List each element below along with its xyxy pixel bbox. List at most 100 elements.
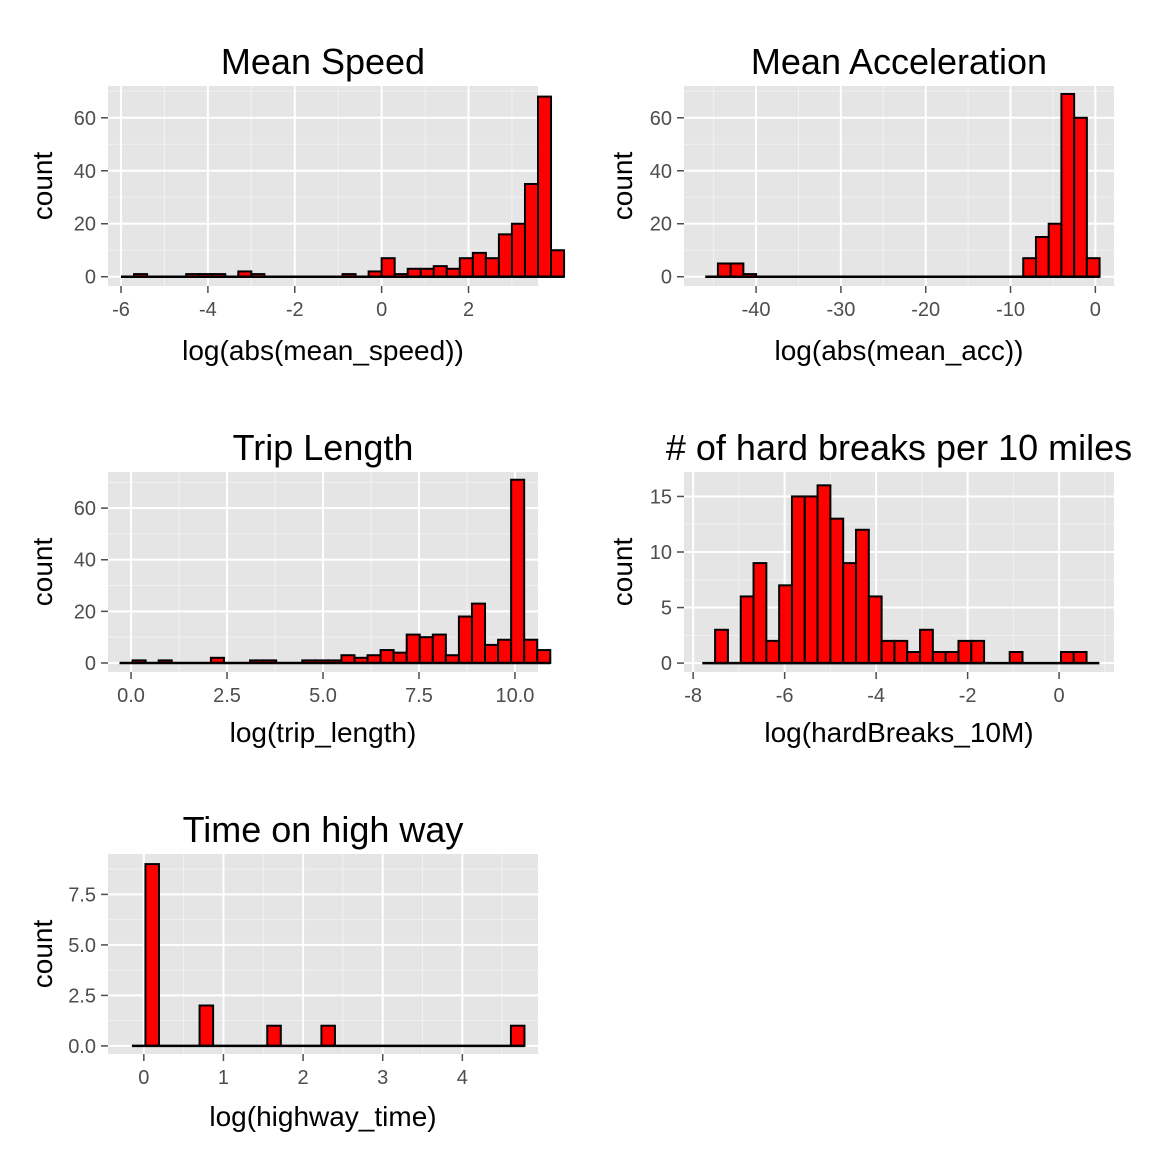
histogram-bar — [1073, 116, 1088, 278]
histogram-bar — [484, 257, 500, 278]
histogram-bar — [1008, 651, 1024, 665]
x-axis-label: log(highway_time) — [209, 1101, 436, 1132]
x-tick-label: 0 — [1090, 299, 1101, 321]
histogram-bar — [739, 595, 755, 665]
y-tick-label: 0.0 — [68, 1036, 96, 1058]
y-axis-label: count — [607, 152, 638, 221]
histogram-bar — [432, 265, 448, 278]
y-tick-label: 0 — [85, 653, 96, 675]
histogram-bar — [729, 262, 745, 278]
histogram-bar — [320, 1024, 336, 1047]
histogram-bar — [1047, 222, 1063, 278]
y-tick-label: 60 — [74, 108, 96, 130]
y-tick-label: 40 — [74, 161, 96, 183]
histogram-bar — [457, 615, 473, 664]
histogram-bar — [714, 628, 729, 665]
y-tick-label: 5.0 — [68, 935, 96, 957]
histogram-bar — [550, 249, 566, 278]
y-axis-label: count — [607, 538, 638, 607]
histogram-panel-4: -8 -6 -4 -2 0 0 5 10 15 # of hard breaks per 10 m… — [607, 427, 1132, 748]
histogram-bar — [970, 639, 986, 665]
histogram-panel-3: 0.0 2.5 5.0 7.5 10.0 0 20 40 60 Trip Length log(tr… — [27, 427, 552, 748]
histogram-bar — [816, 484, 832, 665]
y-tick-label: 7.5 — [68, 884, 96, 906]
histogram-bar — [880, 639, 896, 665]
histogram-bar — [790, 495, 806, 665]
panel-title: # of hard breaks per 10 miles — [666, 427, 1132, 468]
y-axis-label: count — [27, 538, 58, 607]
y-tick-label: 20 — [650, 214, 672, 236]
x-tick-label: -4 — [199, 299, 217, 321]
x-axis-label: log(abs(mean_acc)) — [775, 335, 1024, 366]
histogram-bar — [497, 638, 513, 664]
panel-title: Mean Acceleration — [751, 41, 1047, 82]
y-tick-label: 60 — [650, 108, 672, 130]
x-tick-label: -6 — [112, 299, 130, 321]
histogram-bar — [842, 562, 857, 665]
histogram-panel-2: -40 -30 -20 -10 0 0 20 40 60 Mean Acceleration log… — [607, 41, 1114, 366]
histogram-bar — [470, 602, 487, 664]
x-tick-label: 0 — [1054, 685, 1065, 707]
histogram-bar — [379, 649, 395, 664]
y-tick-label: 40 — [74, 550, 96, 572]
histogram-bar — [957, 639, 973, 665]
histogram-bar — [510, 222, 526, 278]
histogram-bar — [1072, 651, 1088, 665]
histogram-bar — [1059, 651, 1075, 665]
x-axis-label: log(abs(mean_speed)) — [182, 335, 464, 366]
y-tick-label: 0 — [661, 267, 672, 289]
x-axis-label: log(hardBreaks_10M) — [764, 717, 1033, 748]
histogram-bar — [380, 257, 396, 278]
histogram-bar — [418, 636, 434, 664]
y-tick-label: 40 — [650, 161, 672, 183]
y-tick-label: 2.5 — [68, 985, 96, 1007]
x-tick-label: 7.5 — [405, 685, 433, 707]
histogram-bar — [906, 651, 922, 665]
histogram-bar — [752, 562, 768, 665]
panel-background — [108, 86, 538, 286]
x-tick-label: -40 — [742, 299, 771, 321]
y-tick-label: 0 — [661, 653, 672, 675]
histogram-bar — [765, 639, 781, 665]
x-tick-label: 0.0 — [117, 685, 145, 707]
x-tick-label: 10.0 — [495, 685, 534, 707]
x-tick-label: -20 — [911, 299, 940, 321]
y-tick-label: 15 — [650, 486, 672, 508]
panel-title: Mean Speed — [221, 41, 425, 82]
histogram-bar — [1034, 235, 1050, 278]
histogram-bar — [919, 628, 934, 665]
panel-background — [108, 854, 538, 1054]
histogram-bar — [458, 257, 474, 278]
panel-title: Time on high way — [183, 809, 464, 850]
y-tick-label: 20 — [74, 214, 96, 236]
y-axis-label: count — [27, 152, 58, 221]
x-tick-label: 5.0 — [309, 685, 337, 707]
histogram-bar — [144, 863, 160, 1047]
histogram-bar — [523, 183, 540, 278]
histogram-bar — [1060, 92, 1076, 278]
x-tick-label: -10 — [996, 299, 1025, 321]
histogram-bar — [523, 638, 539, 664]
x-tick-label: 2.5 — [213, 685, 241, 707]
histogram-bar — [471, 251, 487, 278]
histogram-bar — [893, 639, 909, 665]
x-tick-label: 0 — [376, 299, 387, 321]
x-tick-label: 1 — [218, 1067, 229, 1089]
histogram-bar — [405, 633, 421, 664]
x-tick-label: -8 — [684, 685, 702, 707]
histogram-bar — [944, 651, 960, 665]
x-tick-label: -30 — [826, 299, 855, 321]
x-axis-label: log(trip_length) — [230, 717, 417, 748]
histogram-bar — [803, 495, 819, 665]
histogram-bar — [392, 651, 408, 664]
panel-title: Trip Length — [233, 427, 414, 468]
histogram-panel-5: 0 1 2 3 4 0.0 2.5 5.0 7.5 Time on high way log(hig… — [27, 809, 538, 1132]
y-tick-label: 20 — [74, 601, 96, 623]
histogram-bar — [484, 643, 500, 664]
histogram-bar — [829, 517, 845, 665]
y-tick-label: 0 — [85, 267, 96, 289]
x-tick-label: 3 — [377, 1067, 388, 1089]
histogram-bar — [778, 584, 793, 665]
